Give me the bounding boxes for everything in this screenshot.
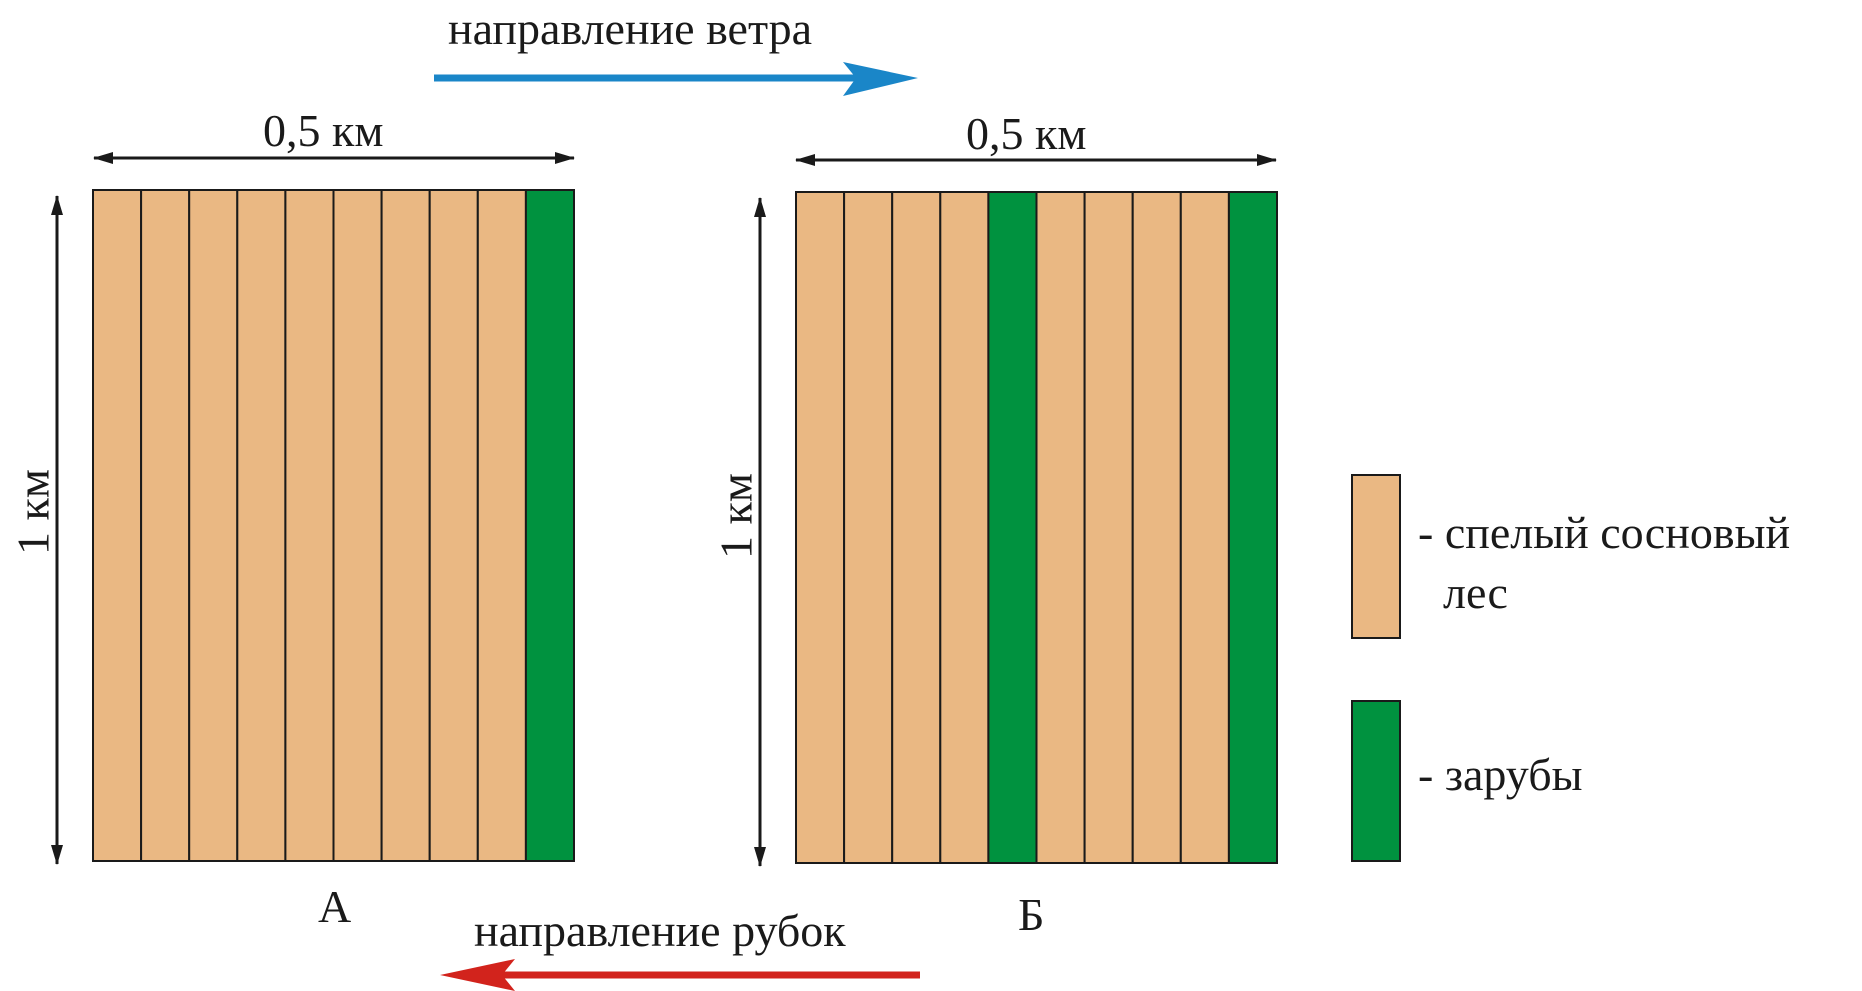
legend-cut-swatch — [1351, 700, 1401, 862]
plot-a-height-label: 1 км — [7, 469, 59, 555]
cutting-direction-arrow — [440, 959, 920, 991]
wind-direction-arrow — [434, 62, 918, 96]
cutting-direction-label: направление рубок — [474, 905, 846, 956]
plot-b-label: Б — [1018, 889, 1045, 940]
plot-b-strip-10-cut — [1227, 191, 1279, 864]
plot-a-strip-2-forest — [140, 189, 191, 862]
plot-a-strip-1-forest — [92, 189, 143, 862]
wind-direction-label: направление ветра — [448, 3, 813, 54]
plot-a-strip-7-forest — [380, 189, 431, 862]
plot-b-strip-8-forest — [1131, 191, 1182, 864]
plot-b-strip-6-forest — [1035, 191, 1086, 864]
legend-cut-label: - зарубы — [1418, 749, 1583, 800]
plot-b-strip-2-forest — [843, 191, 894, 864]
plot-b-strip-5-cut — [987, 191, 1038, 864]
plot-b-strip-7-forest — [1083, 191, 1134, 864]
plot-a-strip-5-forest — [284, 189, 335, 862]
plot-b-strip-9-forest — [1179, 191, 1230, 864]
plot-a-width-label: 0,5 км — [263, 105, 384, 156]
plot-a-strip-4-forest — [236, 189, 287, 862]
plot-b — [795, 191, 1279, 864]
plot-a-strip-10-cut — [524, 189, 576, 862]
plot-a-strip-3-forest — [188, 189, 239, 862]
plot-b-strip-4-forest — [939, 191, 990, 864]
plot-b-strip-3-forest — [891, 191, 942, 864]
plot-a-strip-6-forest — [332, 189, 383, 862]
plot-a-strip-9-forest — [476, 189, 527, 862]
plot-a — [92, 189, 576, 862]
legend-forest-label-line1: - спелый сосновый — [1418, 507, 1791, 558]
plot-b-height-label: 1 км — [710, 473, 762, 559]
legend-forest-swatch — [1351, 474, 1401, 639]
legend-forest-label-line2: лес — [1443, 567, 1508, 618]
plot-a-strip-8-forest — [428, 189, 479, 862]
plot-a-label: А — [318, 881, 352, 932]
plot-b-strip-1-forest — [795, 191, 846, 864]
plot-b-width-label: 0,5 км — [966, 108, 1087, 159]
